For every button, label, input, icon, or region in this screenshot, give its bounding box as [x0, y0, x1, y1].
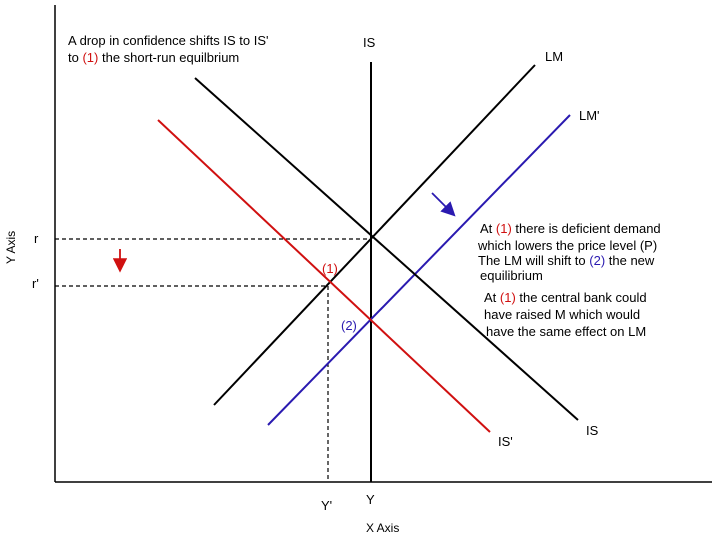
- point-2-label: (2): [341, 318, 357, 333]
- block3-line3: have the same effect on LM: [486, 324, 646, 339]
- is-prime-curve: [157, 119, 491, 433]
- lm-shift-arrow-icon: [431, 192, 456, 217]
- top-annotation-line2: to (1) the short-run equilbrium: [68, 50, 239, 65]
- block2-line1: The LM will shift to (2) the new: [478, 253, 655, 268]
- y-tick-r-prime: r': [32, 276, 39, 291]
- y-axis-label: Y Axis: [4, 231, 18, 264]
- block3-line2: have raised M which would: [484, 307, 640, 322]
- lm-label: LM: [545, 49, 563, 64]
- x-tick-y-prime: Y': [321, 498, 332, 513]
- point-1-label: (1): [322, 261, 338, 276]
- lm-prime-curve: [267, 114, 571, 426]
- y-tick-r: r: [34, 231, 39, 246]
- block3-line1: At (1) the central bank could: [484, 290, 647, 305]
- is-curve: [194, 77, 579, 421]
- lm-curve: [213, 64, 536, 406]
- is-prime-label: IS': [498, 434, 513, 449]
- x-axis-label: X Axis: [366, 521, 399, 535]
- is-label: IS: [586, 423, 599, 438]
- marker-1: (1): [82, 50, 98, 65]
- x-tick-y: Y: [366, 492, 375, 507]
- block1-line1: At (1) there is deficient demand: [480, 221, 661, 236]
- block1-line2: which lowers the price level (P): [477, 238, 657, 253]
- top-annotation-line1: A drop in confidence shifts IS to IS': [68, 33, 268, 48]
- is-vertical-label: IS: [363, 35, 376, 50]
- lm-prime-label: LM': [579, 108, 600, 123]
- block2-line2: equilibrium: [480, 268, 543, 283]
